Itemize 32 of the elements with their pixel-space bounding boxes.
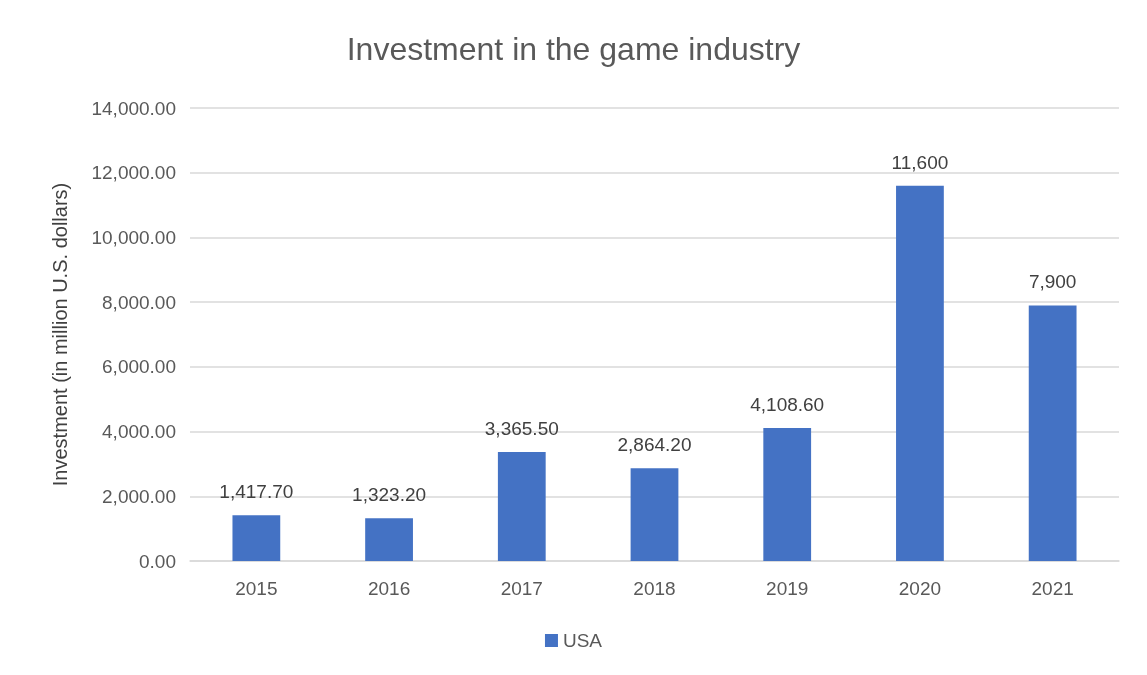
bar [896,185,944,561]
y-tick-label: 6,000.00 [102,356,176,378]
y-tick-label: 0.00 [139,550,176,572]
bar [497,452,546,561]
data-label: 7,900 [1028,271,1077,293]
chart-title: Investment in the game industry [346,31,801,67]
y-tick-label: 8,000.00 [102,291,176,313]
x-tick-label: 2019 [766,578,809,599]
data-label: 11,600 [891,151,949,173]
data-label: 1,417.70 [219,481,294,503]
bar [1028,305,1077,561]
x-tick-label: 2015 [235,578,278,599]
data-label: 3,365.50 [484,418,559,440]
bar [232,515,281,561]
data-label: 2,864.20 [617,434,692,456]
y-tick-label: 14,000.00 [91,97,176,119]
y-tick-label: 4,000.00 [102,421,176,443]
y-axis-title: Investment (in million U.S. dollars) [49,182,71,487]
bar [630,468,679,561]
data-label: 1,323.20 [352,484,427,506]
x-tick-label: 2020 [898,578,942,599]
x-tick-label: 2016 [367,578,411,599]
x-tick-label: 2017 [500,578,543,599]
bar [763,428,812,561]
legend-label: USA [562,630,603,651]
y-tick-label: 10,000.00 [91,226,176,248]
x-tick-label: 2018 [633,578,676,599]
data-label: 4,108.60 [750,394,825,416]
y-tick-label: 12,000.00 [91,162,176,184]
y-tick-label: 2,000.00 [102,485,176,507]
x-tick-label: 2021 [1031,578,1074,599]
bar [365,518,413,561]
